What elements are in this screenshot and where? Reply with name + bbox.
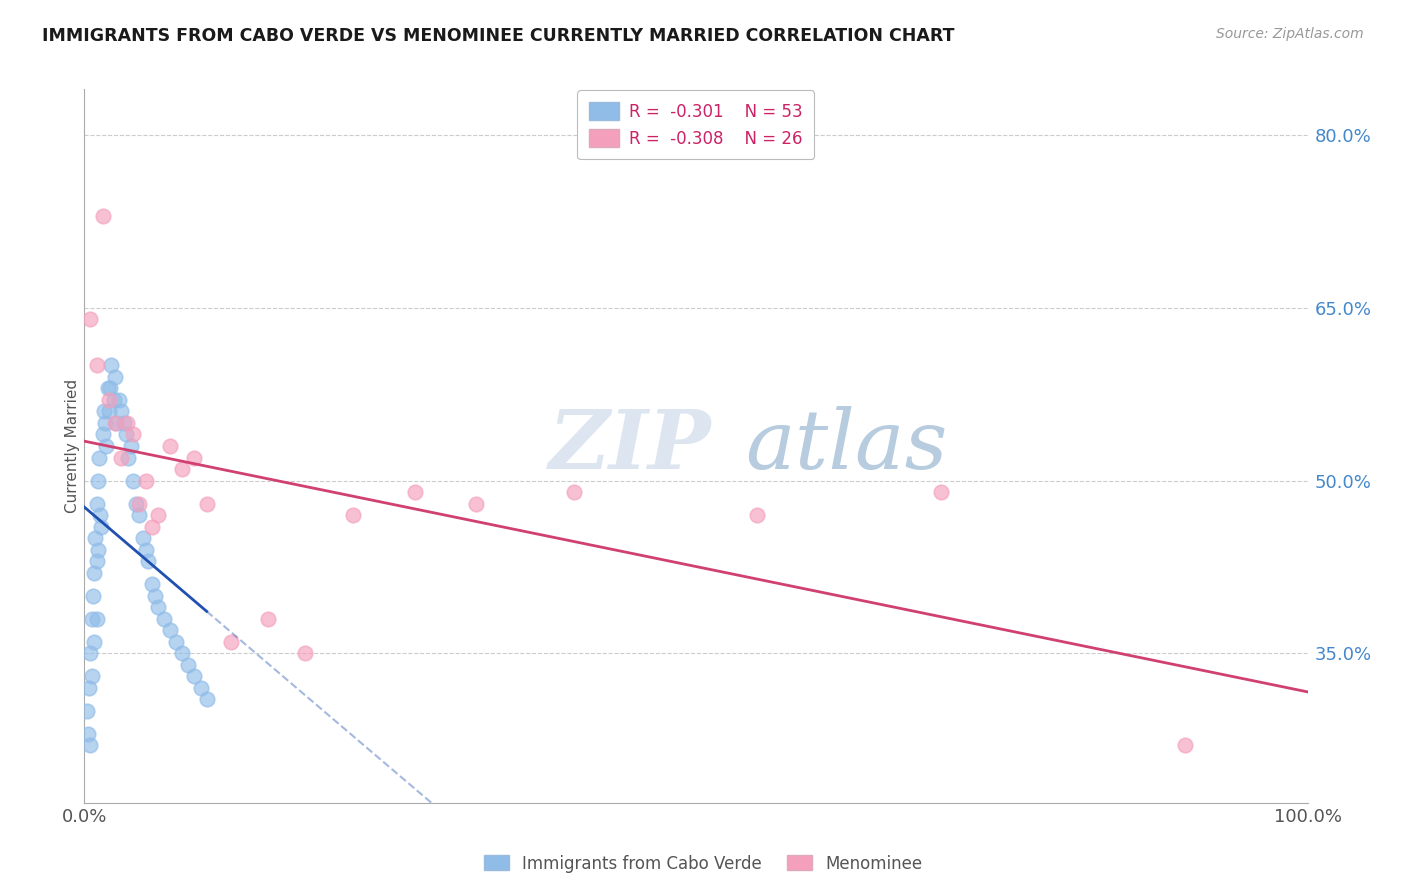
Point xyxy=(132,531,155,545)
Point xyxy=(257,612,280,626)
Point xyxy=(94,416,117,430)
Point xyxy=(929,485,952,500)
Point xyxy=(97,392,120,407)
Point xyxy=(86,497,108,511)
Point xyxy=(83,634,105,648)
Point xyxy=(86,359,108,373)
Point xyxy=(1174,738,1197,752)
Point xyxy=(172,462,194,476)
Point xyxy=(294,646,316,660)
Point xyxy=(82,589,104,603)
Point xyxy=(110,404,132,418)
Point xyxy=(104,370,127,384)
Point xyxy=(86,554,108,568)
Point xyxy=(77,681,100,695)
Legend: R =  -0.301    N = 53, R =  -0.308    N = 26: R = -0.301 N = 53, R = -0.308 N = 26 xyxy=(578,90,814,160)
Point xyxy=(141,577,163,591)
Point xyxy=(562,485,585,500)
Point xyxy=(97,381,120,395)
Point xyxy=(135,474,157,488)
Point xyxy=(190,681,212,695)
Point xyxy=(195,692,218,706)
Point xyxy=(105,416,128,430)
Point xyxy=(91,427,114,442)
Point xyxy=(172,646,194,660)
Point xyxy=(136,554,159,568)
Point xyxy=(87,450,110,465)
Point xyxy=(79,312,101,326)
Text: IMMIGRANTS FROM CABO VERDE VS MENOMINEE CURRENTLY MARRIED CORRELATION CHART: IMMIGRANTS FROM CABO VERDE VS MENOMINEE … xyxy=(42,27,955,45)
Point xyxy=(80,612,103,626)
Point xyxy=(165,634,187,648)
Point xyxy=(159,623,181,637)
Point xyxy=(76,704,98,718)
Point xyxy=(177,657,200,672)
Point xyxy=(98,381,121,395)
Point xyxy=(84,531,107,545)
Point xyxy=(117,450,139,465)
Point xyxy=(143,589,166,603)
Text: Source: ZipAtlas.com: Source: ZipAtlas.com xyxy=(1216,27,1364,41)
Point xyxy=(86,612,108,626)
Point xyxy=(122,427,145,442)
Text: ZIP: ZIP xyxy=(550,406,711,486)
Point xyxy=(141,519,163,533)
Point xyxy=(128,497,150,511)
Point xyxy=(91,209,114,223)
Point xyxy=(112,416,135,430)
Legend: Immigrants from Cabo Verde, Menominee: Immigrants from Cabo Verde, Menominee xyxy=(477,848,929,880)
Point xyxy=(97,404,120,418)
Point xyxy=(79,738,101,752)
Point xyxy=(115,427,138,442)
Point xyxy=(77,727,100,741)
Point xyxy=(80,669,103,683)
Point xyxy=(183,669,205,683)
Point xyxy=(107,392,129,407)
Point xyxy=(219,634,242,648)
Point xyxy=(342,508,364,522)
Point xyxy=(125,497,148,511)
Point xyxy=(122,474,145,488)
Point xyxy=(404,485,426,500)
Point xyxy=(128,508,150,522)
Point xyxy=(93,404,115,418)
Y-axis label: Currently Married: Currently Married xyxy=(65,379,80,513)
Point xyxy=(110,450,132,465)
Point xyxy=(87,474,110,488)
Point xyxy=(79,646,101,660)
Point xyxy=(104,416,127,430)
Point xyxy=(103,392,125,407)
Point xyxy=(153,612,176,626)
Point xyxy=(90,519,112,533)
Point xyxy=(146,508,169,522)
Point xyxy=(159,439,181,453)
Point xyxy=(747,508,769,522)
Point xyxy=(96,439,118,453)
Point xyxy=(83,566,105,580)
Point xyxy=(120,439,142,453)
Point xyxy=(135,542,157,557)
Point xyxy=(87,542,110,557)
Point xyxy=(183,450,205,465)
Point xyxy=(89,508,111,522)
Point xyxy=(100,359,122,373)
Point xyxy=(195,497,218,511)
Point xyxy=(115,416,138,430)
Text: atlas: atlas xyxy=(745,406,948,486)
Point xyxy=(464,497,486,511)
Point xyxy=(146,600,169,615)
